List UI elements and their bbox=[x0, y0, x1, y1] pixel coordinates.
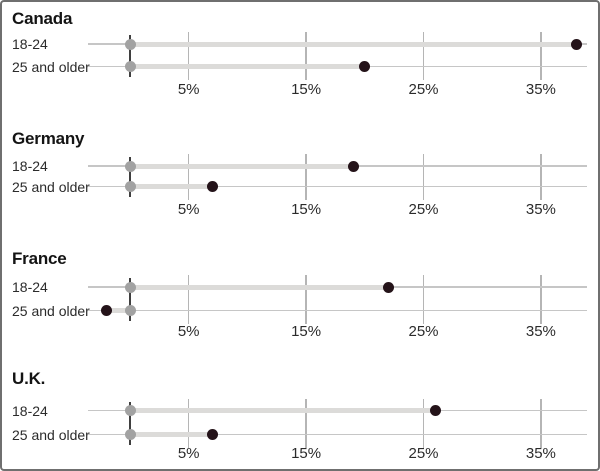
x-tick-label: 35% bbox=[525, 200, 556, 218]
x-tick-label: 15% bbox=[291, 323, 322, 340]
gridline-5pct bbox=[187, 275, 190, 324]
gridline-25pct bbox=[422, 32, 425, 80]
panel-title-germany: Germany bbox=[12, 129, 85, 148]
value-dot bbox=[570, 38, 582, 50]
gridline-25pct bbox=[422, 398, 425, 448]
x-tick-label: 5% bbox=[177, 200, 200, 218]
x-tick-label: 35% bbox=[525, 81, 556, 98]
zero-axis-line bbox=[129, 401, 131, 445]
row-line bbox=[88, 309, 587, 312]
connector-band bbox=[130, 64, 365, 69]
gridline-5pct bbox=[187, 398, 190, 448]
row-line bbox=[88, 433, 587, 436]
panel-title-france: France bbox=[12, 249, 67, 268]
x-tick-label: 35% bbox=[525, 445, 556, 462]
x-tick-label: 15% bbox=[291, 445, 322, 462]
gridline-35pct bbox=[540, 32, 542, 80]
connector-band bbox=[130, 284, 389, 290]
row-label: 18-24 bbox=[12, 279, 48, 295]
zero-axis-line bbox=[129, 35, 131, 77]
gridline-25pct bbox=[422, 154, 425, 200]
value-dot bbox=[359, 61, 371, 72]
gridline-25pct bbox=[422, 275, 425, 324]
x-tick-label: 25% bbox=[408, 445, 439, 462]
connector-band bbox=[130, 163, 354, 169]
x-tick-label: 25% bbox=[408, 200, 439, 218]
row-label: 18-24 bbox=[12, 402, 48, 419]
gridline-15pct bbox=[305, 154, 307, 200]
row-label: 25 and older bbox=[12, 302, 90, 319]
row-label: 18-24 bbox=[12, 36, 48, 52]
x-tick-label: 15% bbox=[291, 200, 322, 218]
x-tick-label: 5% bbox=[177, 81, 200, 98]
gridline-5pct bbox=[187, 154, 190, 200]
connector-band bbox=[130, 408, 436, 413]
panel-title-canada: Canada bbox=[12, 9, 73, 28]
connector-band bbox=[130, 432, 213, 437]
x-tick-label: 5% bbox=[177, 445, 200, 462]
row-label: 25 and older bbox=[12, 58, 90, 75]
x-tick-label: 25% bbox=[408, 323, 439, 340]
row-label: 18-24 bbox=[12, 158, 48, 174]
gridline-35pct bbox=[540, 275, 542, 324]
value-dot bbox=[206, 429, 218, 440]
value-dot bbox=[382, 281, 394, 293]
row-line bbox=[88, 185, 587, 188]
gridline-15pct bbox=[305, 275, 307, 324]
connector-band bbox=[130, 41, 577, 47]
value-dot bbox=[429, 405, 441, 416]
x-tick-label: 25% bbox=[408, 81, 439, 98]
panel-title-uk: U.K. bbox=[12, 369, 46, 388]
baseline-dot bbox=[124, 160, 136, 172]
value-dot bbox=[101, 305, 113, 316]
row-label: 25 and older bbox=[12, 426, 90, 443]
gridline-35pct bbox=[540, 398, 542, 448]
gridline-35pct bbox=[540, 154, 542, 200]
gridline-5pct bbox=[187, 32, 190, 80]
connector-band bbox=[106, 308, 130, 313]
baseline-dot bbox=[124, 429, 136, 440]
baseline-dot bbox=[124, 405, 136, 416]
x-tick-label: 35% bbox=[525, 323, 556, 340]
value-dot bbox=[347, 160, 359, 172]
x-tick-label: 15% bbox=[291, 81, 322, 98]
baseline-dot bbox=[124, 38, 136, 50]
row-label: 25 and older bbox=[12, 178, 90, 195]
x-tick-label: 5% bbox=[177, 323, 200, 340]
zero-axis-line bbox=[129, 278, 131, 321]
connector-band bbox=[130, 184, 213, 189]
gridline-15pct bbox=[305, 32, 307, 80]
baseline-dot bbox=[124, 61, 136, 72]
baseline-dot bbox=[124, 281, 136, 293]
zero-axis-line bbox=[129, 157, 131, 197]
baseline-dot bbox=[124, 305, 136, 316]
gridline-15pct bbox=[305, 398, 307, 448]
baseline-dot bbox=[124, 181, 136, 192]
value-dot bbox=[206, 181, 218, 192]
